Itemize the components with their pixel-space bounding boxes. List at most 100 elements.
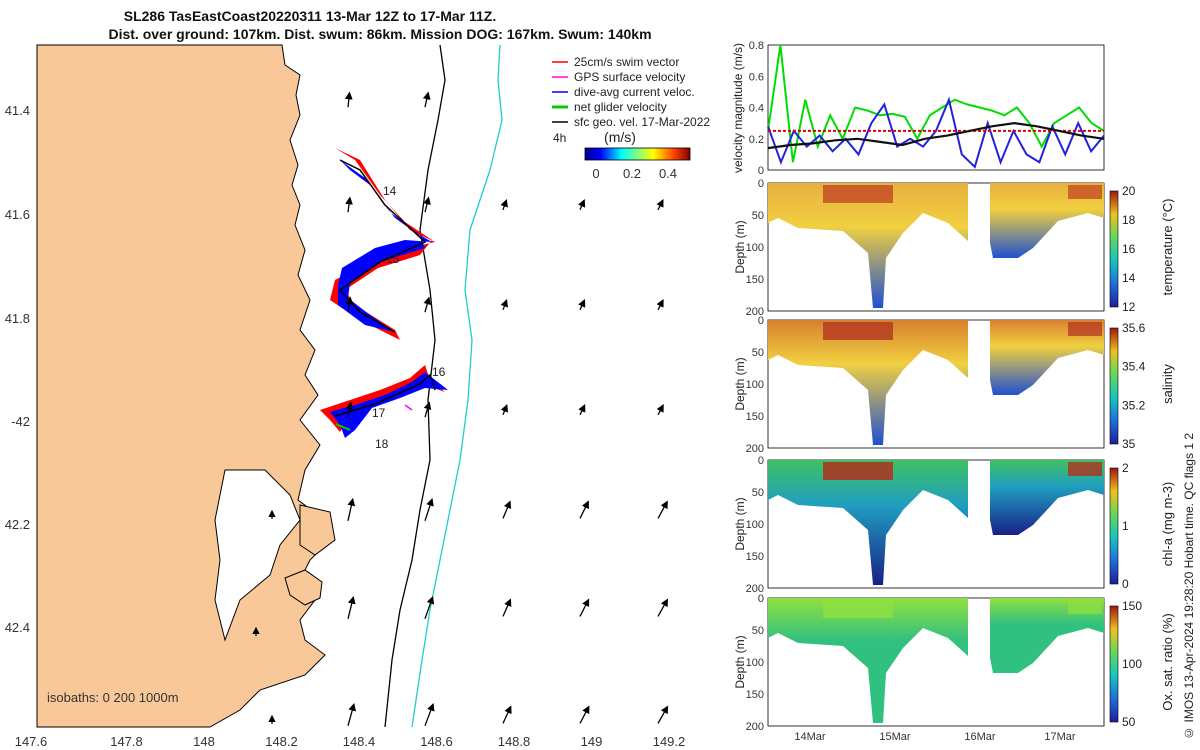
depth-label: Depth (m) xyxy=(733,220,747,273)
colorbar-tick: 16 xyxy=(1122,242,1136,256)
colorbar-tick: 35.2 xyxy=(1122,398,1146,412)
colorbar-label: salinity xyxy=(1160,364,1175,404)
warm-patch xyxy=(1068,322,1102,336)
date-tick: 14Mar xyxy=(794,731,826,743)
map-y-tick: 41.8 xyxy=(5,311,30,326)
date-tick: 16Mar xyxy=(964,731,996,743)
depth-tick: 50 xyxy=(752,487,764,499)
map-y-tick: 42.2 xyxy=(5,517,30,532)
depth-label: Depth (m) xyxy=(733,497,747,550)
warm-patch xyxy=(1068,185,1102,199)
colorbar-tick: 35.6 xyxy=(1122,321,1146,335)
velocity-y-tick: 0.2 xyxy=(749,134,764,146)
velocity-vector xyxy=(502,598,512,617)
depth-tick: 200 xyxy=(746,306,764,318)
day-label: 14 xyxy=(383,184,397,198)
velocity-vector xyxy=(422,91,431,108)
heatmap-colorbar xyxy=(1109,467,1119,585)
velocity-panel xyxy=(767,44,1105,171)
map-x-tick: 147.6 xyxy=(15,734,48,749)
warm-patch xyxy=(823,185,893,203)
warm-patch xyxy=(1068,462,1102,476)
chart-title-line1: SL286 TasEastCoast20220311 13-Mar 12Z to… xyxy=(123,8,497,24)
depth-tick: 50 xyxy=(752,625,764,637)
velocity-vector xyxy=(347,702,356,726)
velocity-vector xyxy=(345,296,354,313)
colorbar-tick: 100 xyxy=(1122,657,1142,671)
velocity-vector xyxy=(500,298,508,311)
velocity-vector xyxy=(502,705,512,724)
depth-tick: 150 xyxy=(746,411,764,423)
depth-label: Depth (m) xyxy=(733,635,747,688)
velocity-vector xyxy=(345,401,354,418)
colorbar-tick: 1 xyxy=(1122,519,1129,533)
velocity-vector xyxy=(657,705,669,724)
heatmap-panel: 0 50 100 150 200 Depth (m) 35.6 35.4 35.2 35 salin… xyxy=(733,315,1175,455)
colorbar-tick: 150 xyxy=(1122,599,1142,613)
heatmap-colorbar xyxy=(1109,327,1119,445)
heatmap-panel: 0 50 100 150 200 Depth (m) 2 1 0 chl-a (mg m-3) xyxy=(733,455,1175,595)
map-x-tick: 147.8 xyxy=(110,734,143,749)
velocity-y-tick: 0.6 xyxy=(749,71,764,83)
colorbar-tick: 2 xyxy=(1122,461,1129,475)
colorbar-label: Ox. sat. ratio (%) xyxy=(1160,613,1175,711)
velocity-vector xyxy=(579,500,589,519)
heatmap-colorbar xyxy=(1109,190,1119,308)
velocity-vector xyxy=(579,598,590,617)
map-y-tick: 41.4 xyxy=(5,103,30,118)
depth-tick: 200 xyxy=(746,583,764,595)
depth-label: Depth (m) xyxy=(733,357,747,410)
velocity-vector xyxy=(657,500,668,519)
velocity-line xyxy=(767,121,1105,150)
velocity-vector xyxy=(502,500,512,519)
velocity-vector xyxy=(424,595,435,620)
section-data xyxy=(990,183,1104,258)
map-x-tick: 148.4 xyxy=(343,734,376,749)
legend-label: sfc geo. vel. 17-Mar-2022 xyxy=(574,115,710,129)
peninsula-land xyxy=(299,504,336,556)
colorbar-label: chl-a (mg m-3) xyxy=(1160,482,1175,567)
section-data xyxy=(768,320,968,445)
velocity-vector xyxy=(656,299,664,311)
velocity-vector xyxy=(345,196,353,213)
depth-tick: 0 xyxy=(758,178,764,190)
surface-velocity-vectors xyxy=(252,91,669,727)
heatmap-colorbar xyxy=(1109,605,1119,723)
colorbar-tick: 12 xyxy=(1122,300,1136,314)
velocity-vector xyxy=(500,403,509,416)
colorbar-tick: 14 xyxy=(1122,271,1136,285)
map-y-tick: 41.6 xyxy=(5,207,30,222)
velocity-vector xyxy=(424,702,435,727)
colorbar-tick: 0.2 xyxy=(623,166,641,181)
isobath-label: isobaths: 0 200 1000m xyxy=(47,690,179,705)
depth-tick: 50 xyxy=(752,210,764,222)
map-x-tick: 148.8 xyxy=(498,734,531,749)
map-y-axis: 41.4 41.6 41.8 -42 42.2 42.4 xyxy=(5,103,30,635)
date-tick: 15Mar xyxy=(879,731,911,743)
velocity-y-tick: 0.4 xyxy=(749,103,764,115)
velocity-y-tick: 0 xyxy=(758,165,764,177)
legend-label: 25cm/s swim vector xyxy=(574,55,679,69)
map-x-axis: 147.6 147.8 148 148.2 148.4 148.6 148.8 149 149.… xyxy=(15,734,686,749)
map-x-tick: 149.2 xyxy=(653,734,686,749)
velocity-vector xyxy=(423,296,431,313)
map-y-tick: -42 xyxy=(11,414,30,429)
colorbar-tick: 18 xyxy=(1122,213,1136,227)
track-map: 147.6 147.8 148 148.2 148.4 148.6 148.8 149 149.… xyxy=(4,44,711,749)
depth-tick: 200 xyxy=(746,443,764,455)
colorbar-label: (m/s) xyxy=(604,129,636,145)
section-data xyxy=(768,598,968,723)
island-land xyxy=(284,569,323,606)
section-data xyxy=(990,460,1104,535)
heatmap-panel: 0 50 100 150 200 Depth (m) 20 18 16 14 12 temperatu… xyxy=(733,178,1175,318)
velocity-ylabel: velocity magnitude (m/s) xyxy=(731,43,745,173)
bay-water xyxy=(214,469,301,642)
tasmania-land xyxy=(36,44,331,728)
velocity-y-axis: 0 0.2 0.4 0.6 0.8 xyxy=(749,40,764,177)
date-tick: 17Mar xyxy=(1044,731,1076,743)
day-labels: 14 15 16 17 18 xyxy=(372,184,446,451)
velocity-y-tick: 0.8 xyxy=(749,40,764,52)
day-label: 17 xyxy=(372,406,386,420)
